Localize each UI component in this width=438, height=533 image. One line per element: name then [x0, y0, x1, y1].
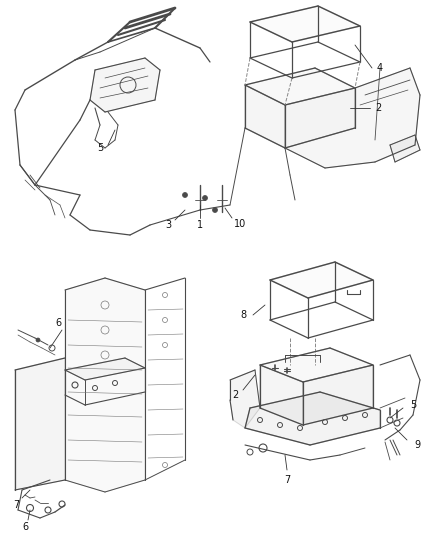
Text: 6: 6 — [22, 522, 28, 532]
Text: 5: 5 — [97, 143, 103, 153]
Text: 6: 6 — [55, 318, 61, 328]
Text: 7: 7 — [13, 500, 19, 510]
Circle shape — [202, 196, 208, 200]
Polygon shape — [250, 6, 360, 42]
Polygon shape — [390, 135, 420, 162]
Polygon shape — [230, 370, 260, 428]
Text: 10: 10 — [234, 219, 246, 229]
Polygon shape — [303, 365, 373, 425]
Text: 7: 7 — [284, 475, 290, 485]
Text: 5: 5 — [410, 400, 416, 410]
Polygon shape — [245, 85, 285, 148]
Polygon shape — [245, 392, 380, 445]
Polygon shape — [65, 278, 145, 492]
Polygon shape — [245, 68, 355, 105]
Polygon shape — [270, 262, 373, 298]
Circle shape — [36, 338, 40, 342]
Polygon shape — [260, 348, 373, 382]
Polygon shape — [285, 88, 355, 148]
Text: 2: 2 — [232, 390, 238, 400]
Text: 4: 4 — [377, 63, 383, 73]
Polygon shape — [260, 365, 303, 425]
Circle shape — [183, 192, 187, 198]
Circle shape — [212, 207, 218, 213]
Polygon shape — [285, 68, 420, 168]
Text: 3: 3 — [165, 220, 171, 230]
Polygon shape — [65, 358, 145, 380]
Polygon shape — [90, 58, 160, 112]
Text: 9: 9 — [414, 440, 420, 450]
Polygon shape — [15, 358, 65, 490]
Text: 8: 8 — [240, 310, 246, 320]
Text: 1: 1 — [197, 220, 203, 230]
Text: 2: 2 — [375, 103, 381, 113]
